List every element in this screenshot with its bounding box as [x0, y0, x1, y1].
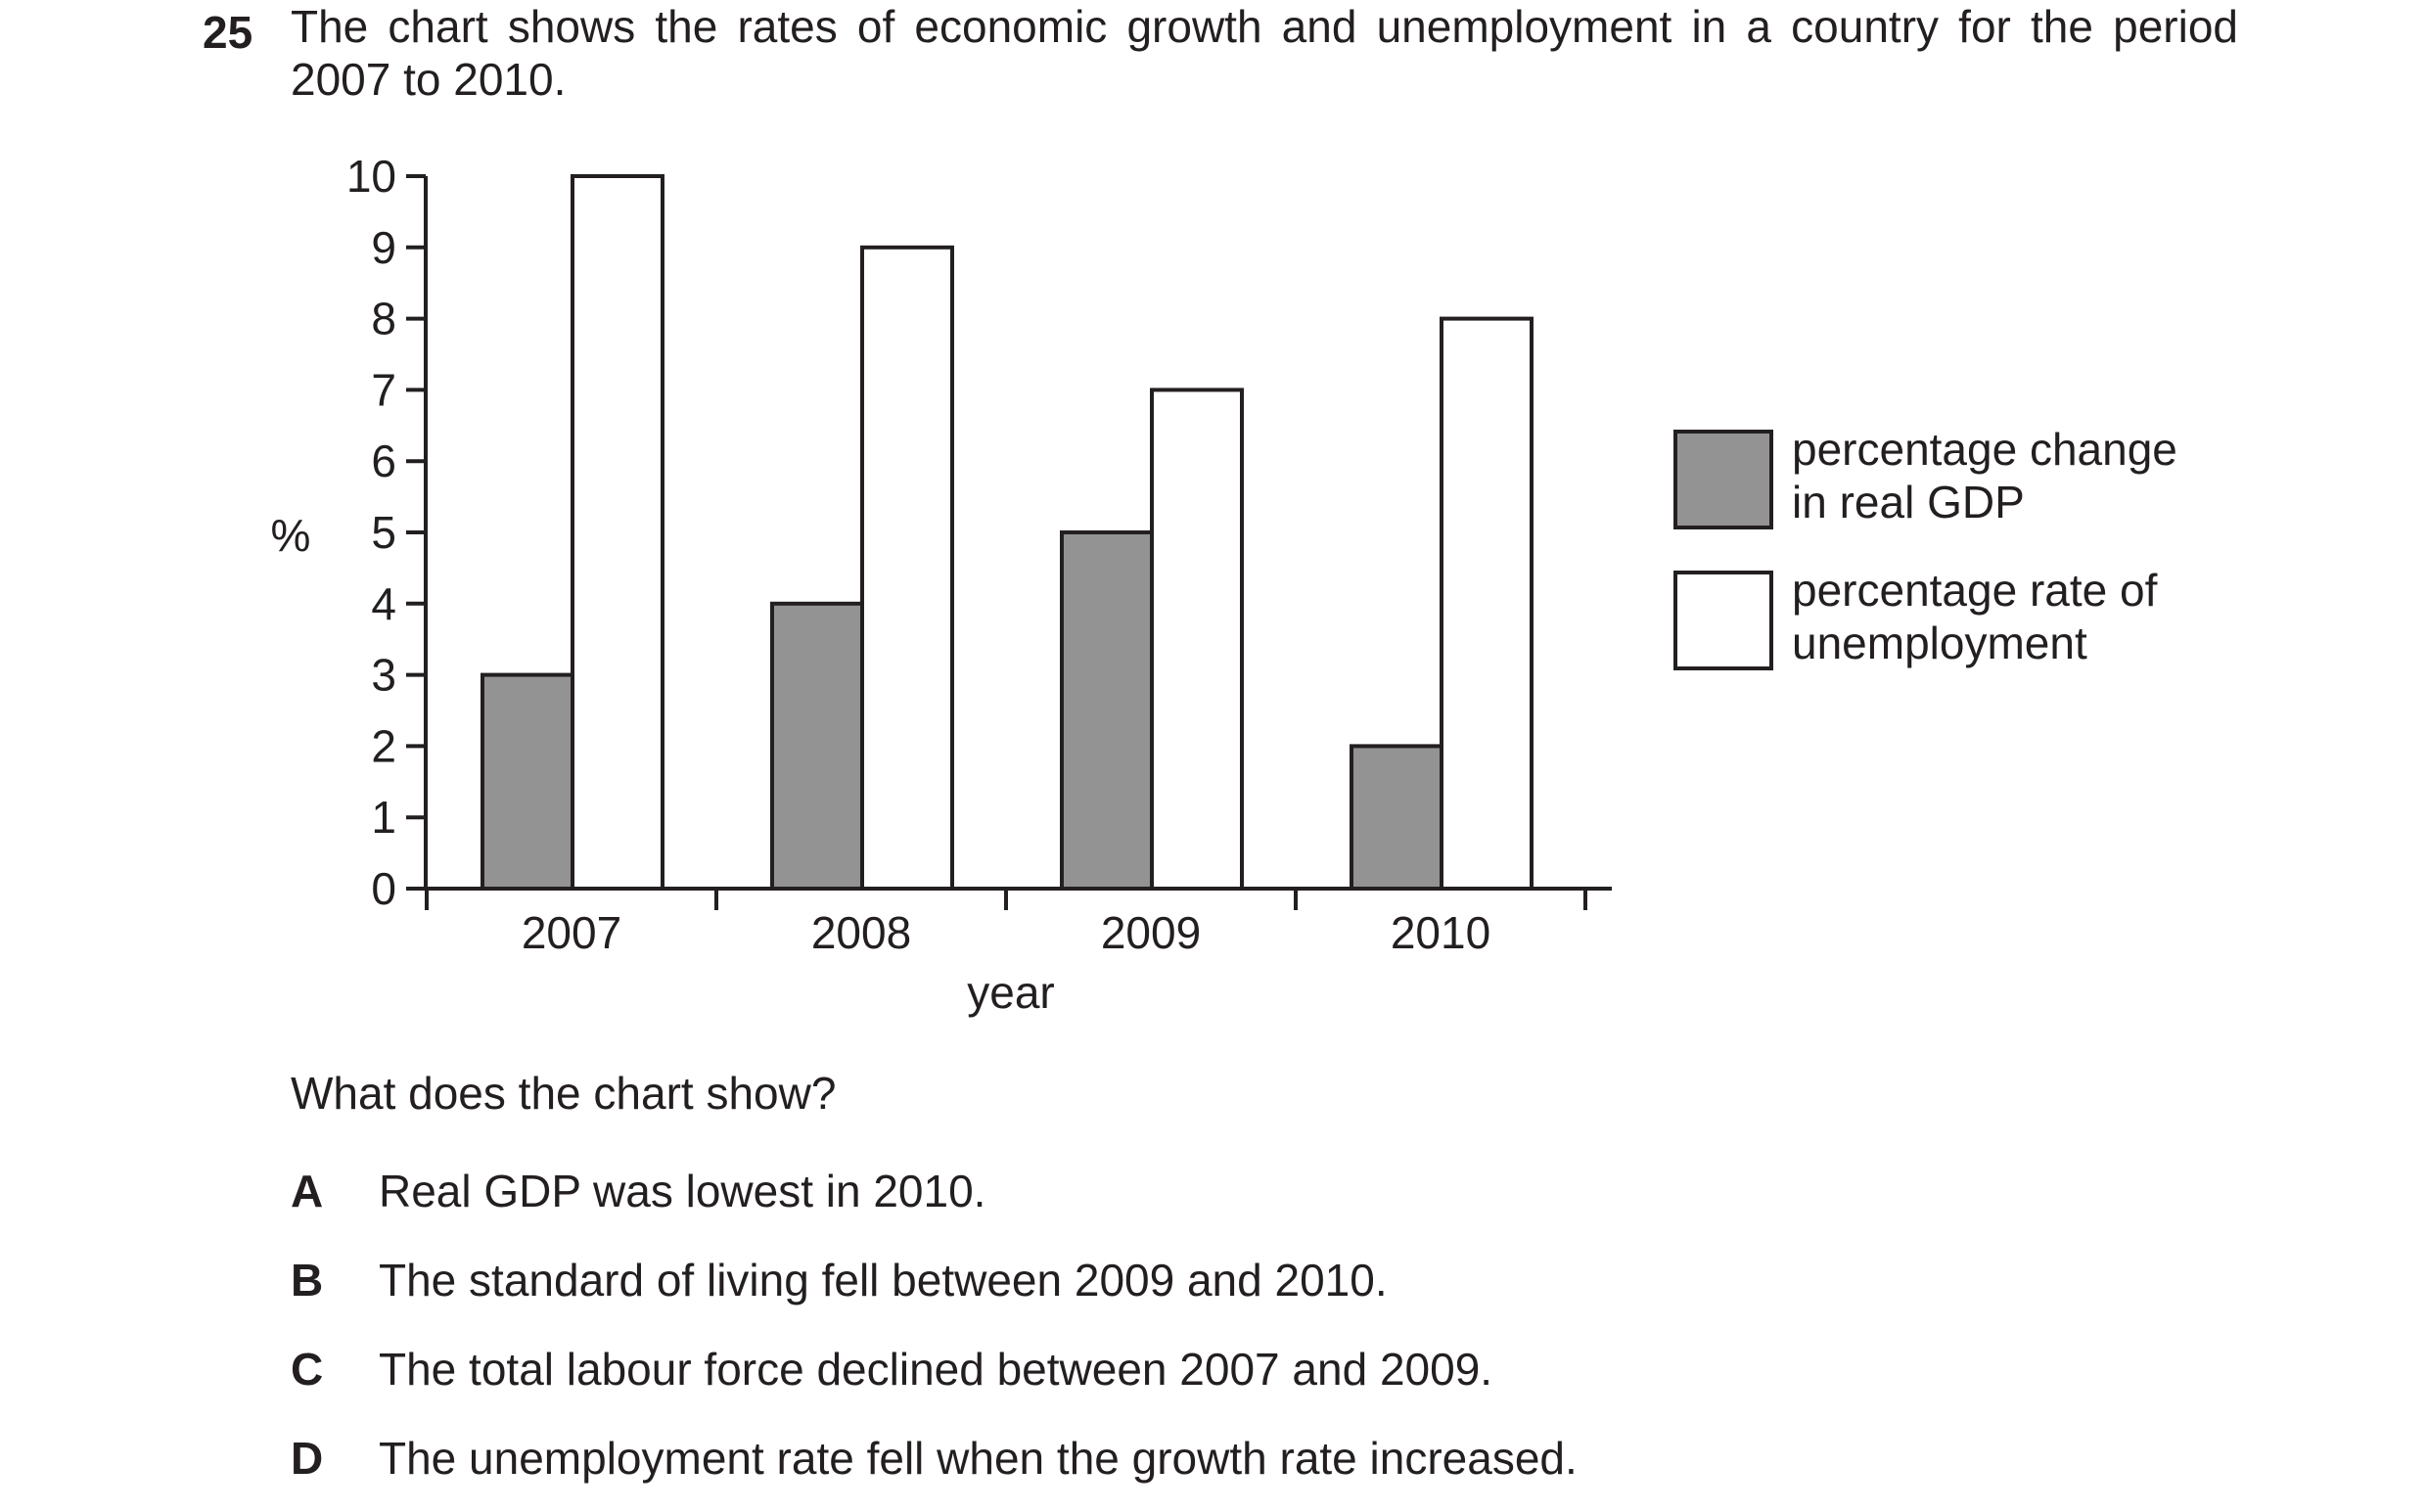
bar-gdp-2007 — [481, 672, 574, 891]
x-tick-label-2008: 2008 — [811, 907, 911, 958]
bar-gdp-2009 — [1060, 530, 1154, 891]
question-stem: The chart shows the rates of economic gr… — [291, 0, 2238, 106]
x-tick-label-2007: 2007 — [522, 907, 621, 958]
option-a-letter: A — [291, 1166, 324, 1216]
y-tick-label-10: 10 — [346, 151, 396, 202]
option-d-letter: D — [291, 1433, 324, 1484]
option-a-text: Real GDP was lowest in 2010. — [379, 1166, 986, 1216]
x-tick-label-2010: 2010 — [1391, 907, 1490, 958]
option-c-letter: C — [291, 1344, 324, 1395]
y-tick-label-4: 4 — [371, 578, 396, 629]
x-axis-label: year — [967, 967, 1054, 1018]
bar-unemployment-2009 — [1150, 388, 1244, 891]
question-prompt: What does the chart show? — [291, 1068, 837, 1119]
y-tick-label-8: 8 — [371, 294, 396, 344]
y-tick-label-5: 5 — [371, 507, 396, 558]
legend-swatch-gdp — [1673, 430, 1773, 529]
y-axis-label: % — [271, 510, 311, 561]
bar-unemployment-2008 — [860, 245, 954, 892]
option-b-text: The standard of living fell between 2009… — [379, 1255, 1388, 1306]
bar-gdp-2010 — [1350, 744, 1443, 892]
question-stem-line-2: 2007 to 2010. — [291, 54, 567, 105]
bar-unemployment-2007 — [571, 174, 664, 891]
legend-label-gdp-line-2: in real GDP — [1792, 477, 2025, 527]
question-stem-line-1: The chart shows the rates of economic gr… — [291, 1, 2238, 52]
bar-unemployment-2010 — [1440, 316, 1534, 892]
y-tick-label-0: 0 — [371, 863, 396, 914]
legend-label-unemployment-line-1: percentage rate of — [1792, 565, 2158, 616]
y-tick-label-2: 2 — [371, 720, 396, 771]
y-tick-label-9: 9 — [371, 222, 396, 273]
legend-swatch-unemployment — [1673, 571, 1773, 670]
y-tick-label-7: 7 — [371, 364, 396, 415]
y-tick-label-6: 6 — [371, 435, 396, 486]
bar-chart: 0 1 2 3 4 5 6 7 8 9 10 2007 2008 2009 2010 year% percent… — [271, 151, 2177, 1018]
option-c-text: The total labour force declined between … — [379, 1344, 1493, 1395]
legend-label-unemployment-line-2: unemployment — [1792, 618, 2087, 668]
y-tick-label-1: 1 — [371, 792, 396, 843]
question-number: 25 — [203, 7, 253, 58]
x-tick-label-2009: 2009 — [1101, 907, 1201, 958]
bar-gdp-2008 — [770, 601, 864, 891]
y-tick-label-3: 3 — [371, 650, 396, 701]
option-b-letter: B — [291, 1255, 324, 1306]
option-d-text: The unemployment rate fell when the grow… — [379, 1433, 1578, 1484]
legend-label-gdp-line-1: percentage change — [1792, 424, 2177, 475]
